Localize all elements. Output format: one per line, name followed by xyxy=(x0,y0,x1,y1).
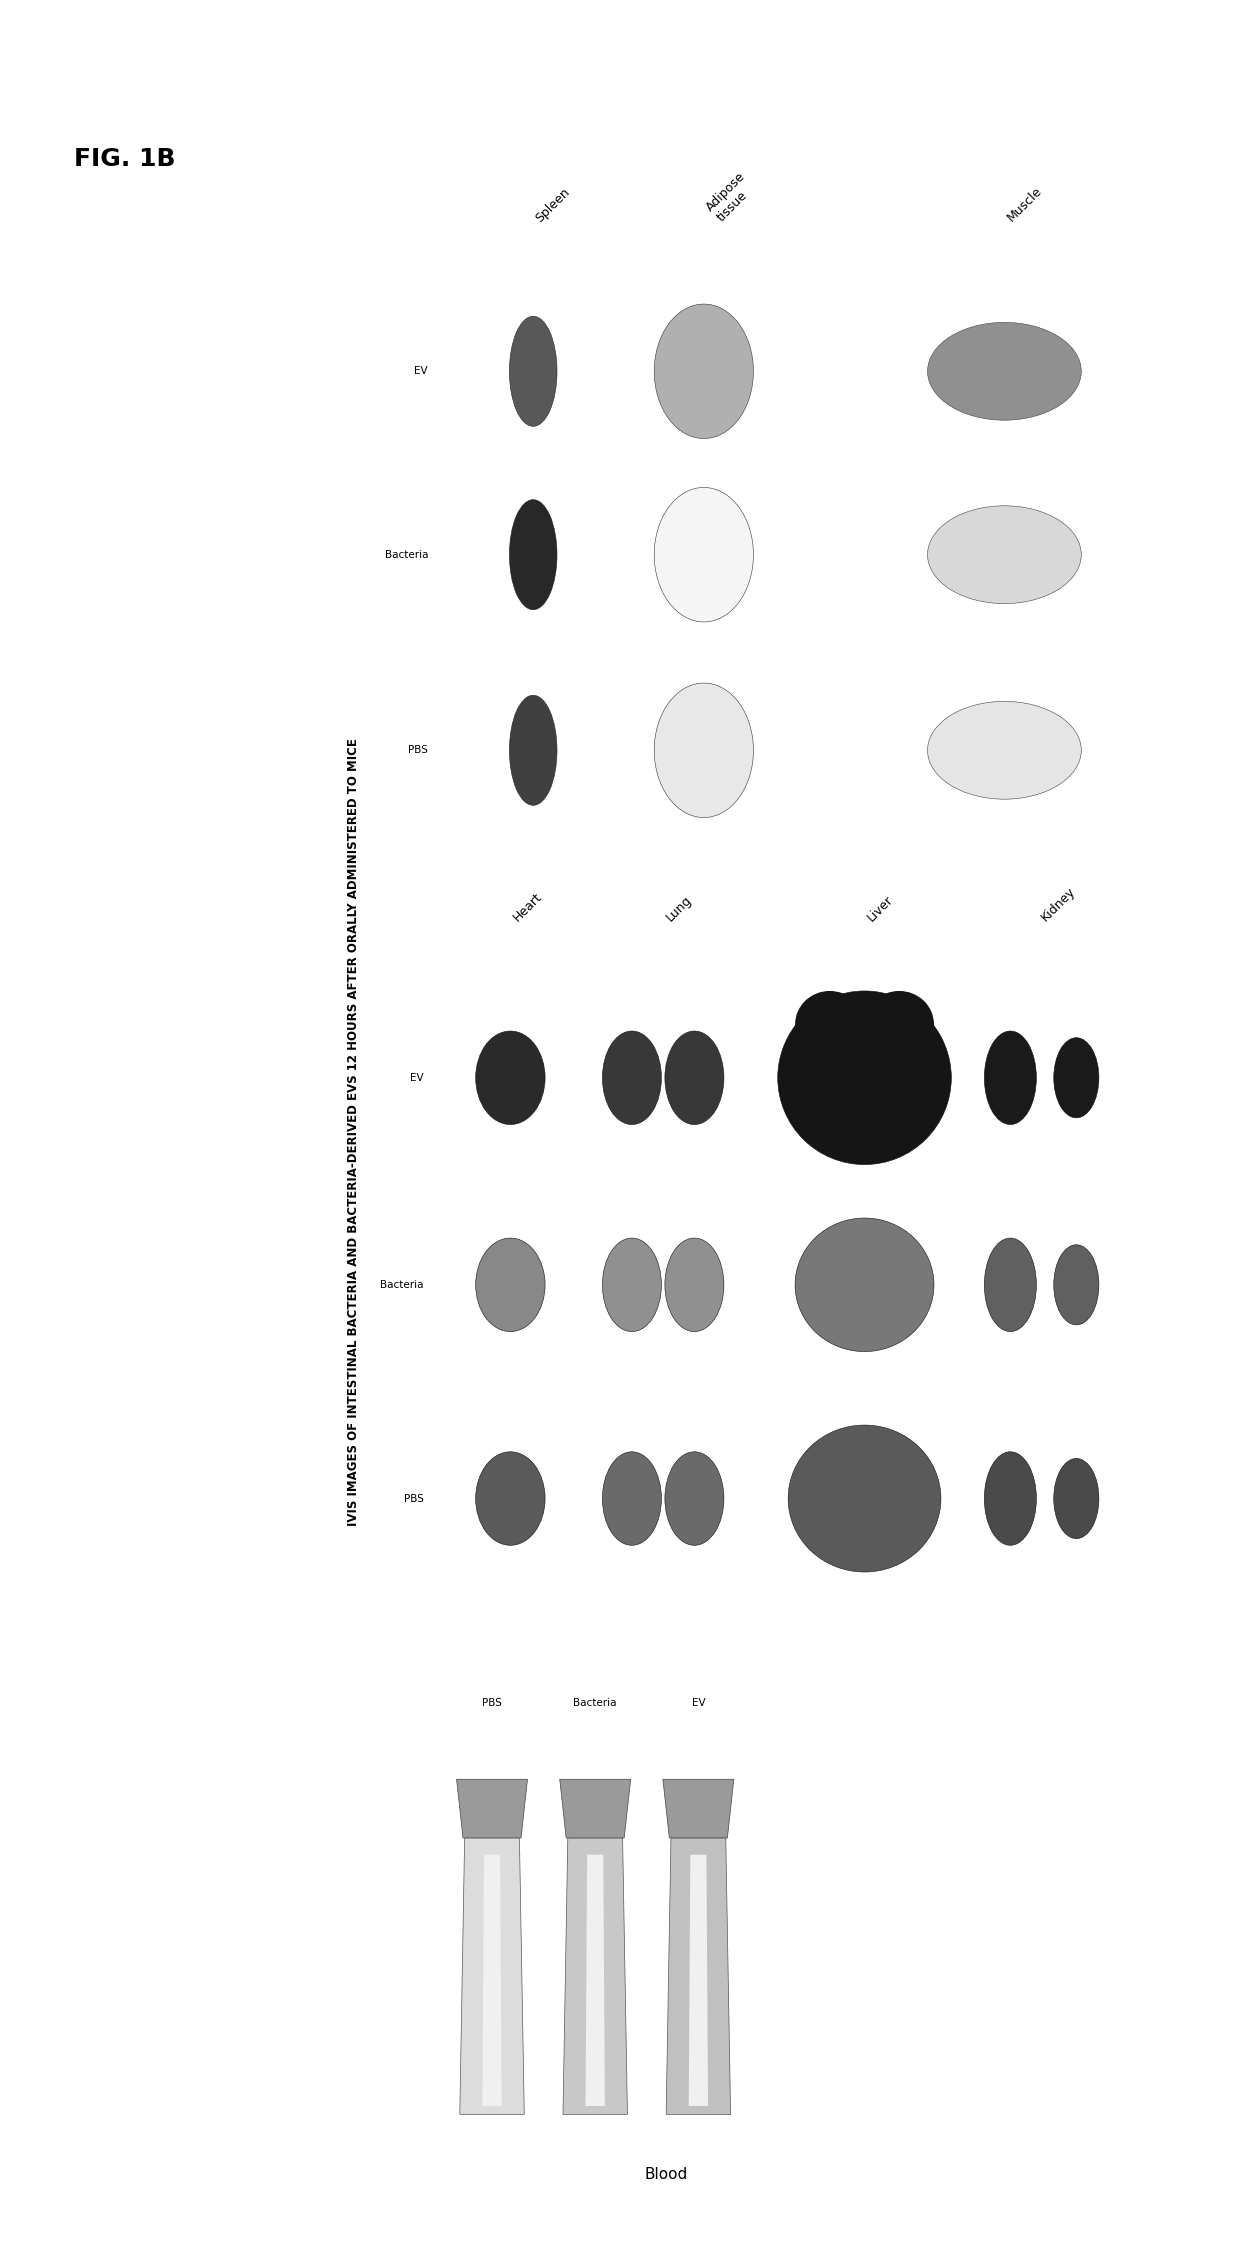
Ellipse shape xyxy=(655,487,754,623)
Text: PBS: PBS xyxy=(482,1698,502,1707)
Text: Blood: Blood xyxy=(645,2167,688,2182)
Polygon shape xyxy=(563,1838,627,2115)
Ellipse shape xyxy=(1054,1245,1099,1324)
Text: FIG. 1B: FIG. 1B xyxy=(74,147,176,172)
Text: Spleen: Spleen xyxy=(533,186,573,224)
Ellipse shape xyxy=(510,695,557,806)
Ellipse shape xyxy=(665,1030,724,1125)
Polygon shape xyxy=(666,1838,730,2115)
Text: Liver: Liver xyxy=(864,894,895,924)
Text: EV: EV xyxy=(410,1073,424,1082)
Text: PBS: PBS xyxy=(408,745,428,756)
Ellipse shape xyxy=(985,1238,1037,1331)
Ellipse shape xyxy=(603,1238,661,1331)
Ellipse shape xyxy=(928,505,1081,604)
Polygon shape xyxy=(460,1838,525,2115)
Ellipse shape xyxy=(476,1238,546,1331)
Ellipse shape xyxy=(985,1030,1037,1125)
Ellipse shape xyxy=(476,1030,546,1125)
Ellipse shape xyxy=(665,1451,724,1546)
Ellipse shape xyxy=(777,992,951,1164)
Polygon shape xyxy=(559,1780,631,1838)
Ellipse shape xyxy=(510,500,557,609)
Ellipse shape xyxy=(603,1451,661,1546)
Text: Bacteria: Bacteria xyxy=(381,1279,424,1290)
Text: Lung: Lung xyxy=(663,894,694,924)
Polygon shape xyxy=(482,1854,502,2106)
Text: Bacteria: Bacteria xyxy=(384,550,428,559)
Text: Adipose
tissue: Adipose tissue xyxy=(704,170,759,224)
Ellipse shape xyxy=(603,1030,661,1125)
Text: Heart: Heart xyxy=(511,890,544,924)
Ellipse shape xyxy=(655,684,754,817)
Polygon shape xyxy=(456,1780,527,1838)
Text: Muscle: Muscle xyxy=(1004,186,1044,224)
Text: EV: EV xyxy=(414,367,428,376)
Ellipse shape xyxy=(1054,1037,1099,1118)
Ellipse shape xyxy=(928,321,1081,421)
Text: EV: EV xyxy=(692,1698,706,1707)
Polygon shape xyxy=(688,1854,708,2106)
Ellipse shape xyxy=(864,992,934,1057)
Ellipse shape xyxy=(655,303,754,439)
Ellipse shape xyxy=(476,1451,546,1546)
Ellipse shape xyxy=(510,317,557,426)
Ellipse shape xyxy=(1054,1458,1099,1540)
Ellipse shape xyxy=(985,1451,1037,1546)
Text: PBS: PBS xyxy=(404,1494,424,1503)
Text: IVIS IMAGES OF INTESTINAL BACTERIA AND BACTERIA-DERIVED EVS 12 HOURS AFTER ORALL: IVIS IMAGES OF INTESTINAL BACTERIA AND B… xyxy=(347,738,360,1526)
Text: Bacteria: Bacteria xyxy=(573,1698,618,1707)
Ellipse shape xyxy=(795,1218,934,1352)
Ellipse shape xyxy=(795,992,864,1057)
Polygon shape xyxy=(663,1780,734,1838)
Text: Kidney: Kidney xyxy=(1038,885,1078,924)
Ellipse shape xyxy=(789,1424,941,1571)
Ellipse shape xyxy=(928,702,1081,799)
Polygon shape xyxy=(585,1854,605,2106)
Ellipse shape xyxy=(665,1238,724,1331)
